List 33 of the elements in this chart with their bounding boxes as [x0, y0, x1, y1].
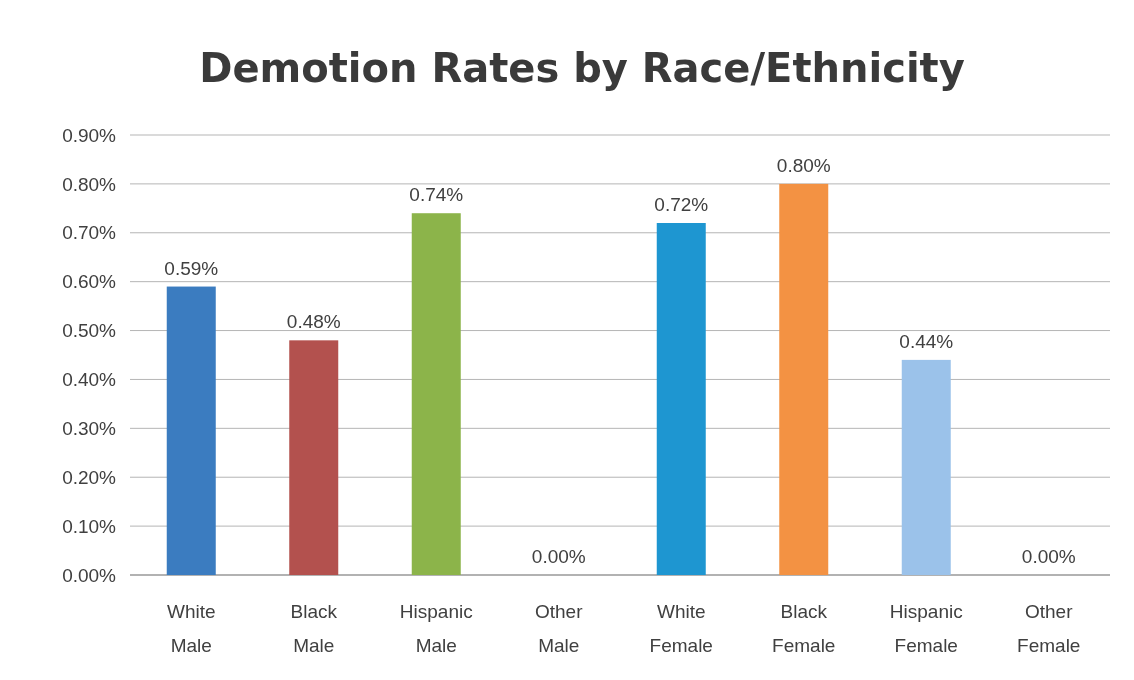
- data-label: 0.59%: [164, 257, 219, 279]
- bar: [779, 183, 829, 575]
- chart-title: Demotion Rates by Race/Ethnicity: [199, 45, 965, 91]
- y-tick-label: 0.80%: [62, 173, 117, 195]
- x-tick-label: Other Female: [1017, 601, 1081, 656]
- y-tick-label: 0.60%: [62, 271, 117, 293]
- y-tick-label: 0.30%: [62, 417, 117, 439]
- data-label: 0.00%: [1021, 546, 1076, 567]
- x-tick-label: Hispanic Female: [889, 601, 963, 656]
- data-label: 0.00%: [531, 546, 586, 567]
- x-tick-label: White Male: [166, 601, 216, 656]
- y-tick-label: 0.20%: [62, 466, 117, 488]
- bar: [166, 286, 216, 575]
- x-tick-label: Black Male: [290, 601, 338, 656]
- data-label: 0.80%: [776, 154, 831, 176]
- y-tick-label: 0.90%: [62, 124, 117, 146]
- bar: [411, 213, 461, 575]
- data-label: 0.48%: [286, 311, 341, 333]
- bar: [901, 359, 951, 575]
- x-tick-label: Other Male: [534, 601, 584, 656]
- data-label: 0.74%: [409, 184, 464, 206]
- x-tick-label: Black Female: [772, 601, 836, 656]
- x-tick-label: Hispanic Male: [399, 601, 473, 656]
- y-tick-label: 0.50%: [62, 320, 117, 342]
- bar: [289, 340, 339, 575]
- data-label: 0.72%: [654, 194, 709, 215]
- y-tick-label: 0.10%: [62, 515, 117, 537]
- data-label: 0.44%: [899, 330, 954, 352]
- y-tick-label: 0.40%: [62, 369, 117, 391]
- bar: [656, 223, 706, 575]
- y-tick-label: 0.70%: [62, 222, 117, 244]
- x-tick-label: White Female: [649, 601, 713, 656]
- y-tick-label: 0.00%: [62, 564, 117, 586]
